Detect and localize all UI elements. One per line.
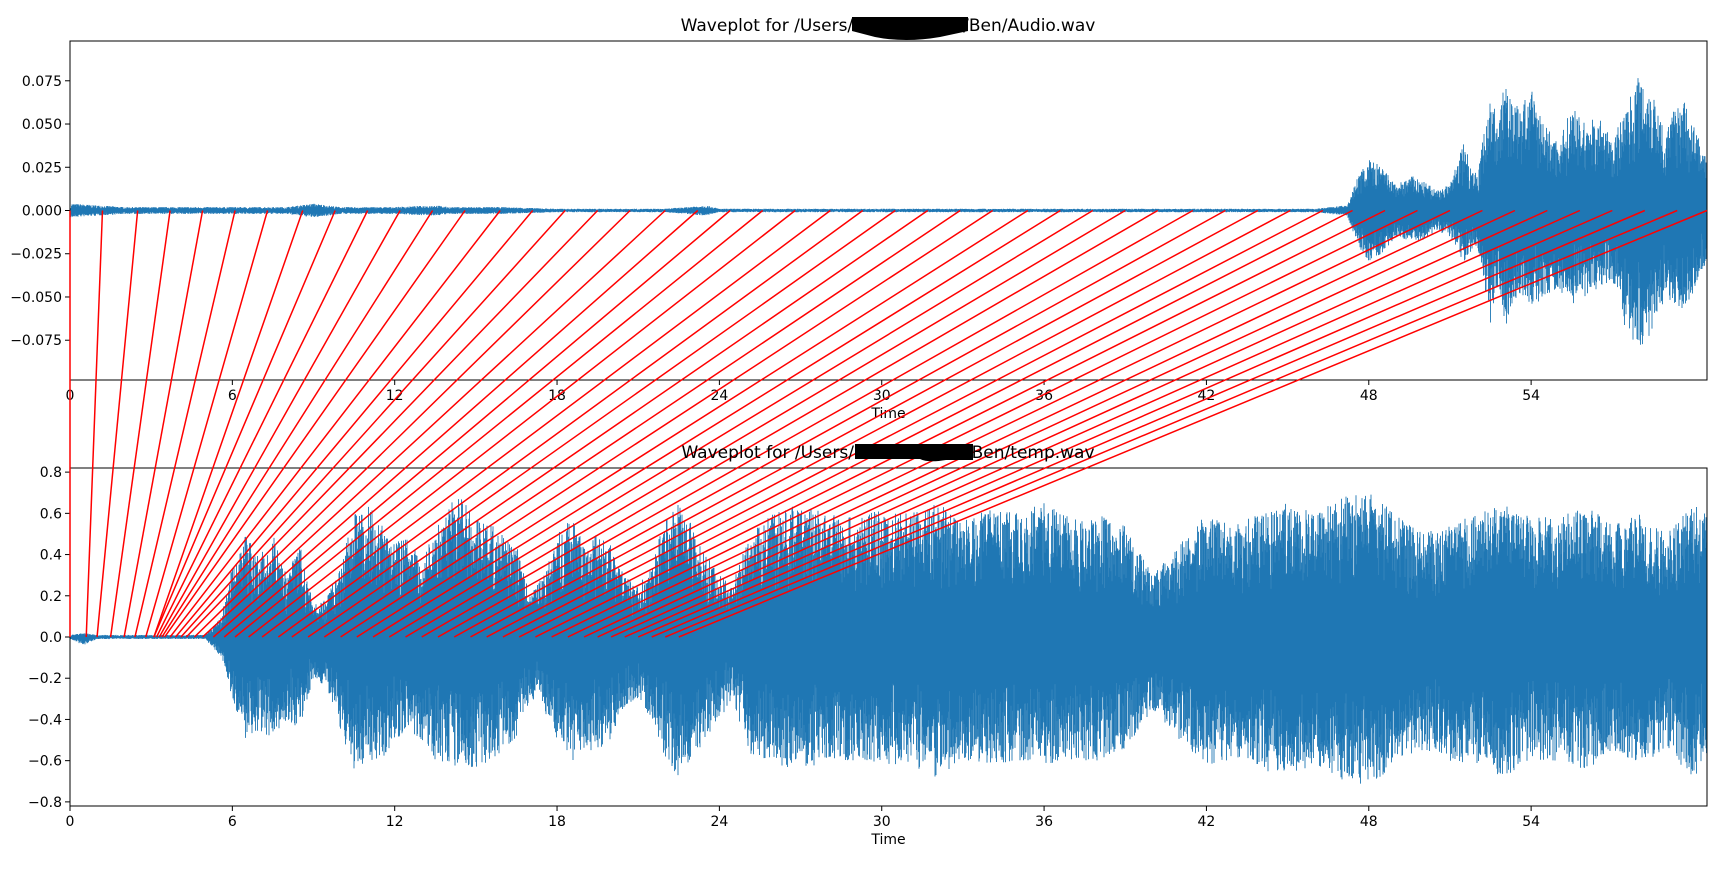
x-tick-label: 30 (873, 388, 891, 404)
alignment-line (109, 210, 171, 638)
alignment-line (323, 209, 961, 638)
alignment-lines (69, 209, 1708, 638)
alignment-line (202, 209, 666, 638)
alignment-line (388, 209, 1094, 638)
alignment-line (212, 209, 699, 638)
alignment-line (453, 209, 1226, 638)
alignment-line (535, 209, 1386, 638)
alignment-line (223, 209, 731, 638)
x-tick-label: 48 (1360, 814, 1378, 830)
alignment-line (164, 210, 466, 638)
alignment-line (421, 209, 1159, 638)
x-tick-label: 12 (386, 814, 404, 830)
alignment-line (145, 210, 269, 638)
bottom-x-axis-label: Time (870, 832, 905, 848)
y-tick-label: 0.6 (40, 506, 62, 522)
x-tick-label: 48 (1360, 388, 1378, 404)
bottom-waveplot-panel: 0 6 12 18 24 30 36 42 48 54 0.8 0.6 0.4 0.2 0.0 −0.2 −0.… (28, 465, 1708, 848)
y-tick-label: −0.6 (28, 754, 62, 770)
alignment-line (437, 209, 1194, 638)
x-tick-label: 42 (1198, 814, 1216, 830)
y-tick-label: 0.025 (22, 160, 62, 176)
alignment-line (597, 209, 1516, 638)
bottom-axis-ticks: 0 6 12 18 24 30 36 42 48 54 0.8 0.6 0.4 0.2 0.0 −0.2 −0.… (28, 465, 1540, 830)
y-tick-label: 0.050 (22, 117, 62, 133)
alignment-line (405, 209, 1126, 638)
alignment-line (158, 210, 401, 638)
alignment-line (678, 209, 1708, 638)
alignment-line (174, 210, 534, 638)
alignment-line (161, 210, 434, 638)
y-tick-label: −0.075 (10, 333, 62, 349)
alignment-line (372, 209, 1061, 638)
alignment-line (96, 210, 139, 638)
alignment-line (185, 209, 599, 638)
alignment-line (624, 209, 1581, 638)
bottom-title-redaction (855, 444, 973, 462)
alignment-line (261, 209, 831, 638)
y-tick-label: −0.8 (28, 795, 62, 811)
x-tick-label: 54 (1522, 814, 1540, 830)
alignment-line (664, 209, 1678, 638)
y-tick-label: 0.2 (40, 589, 62, 605)
alignment-line (85, 210, 104, 638)
y-tick-label: 0.0 (40, 630, 62, 646)
alignment-line (356, 209, 1029, 638)
alignment-line (180, 209, 566, 638)
alignment-line (277, 209, 864, 638)
alignment-line (153, 210, 336, 638)
y-tick-label: 0.075 (22, 74, 62, 90)
alignment-line (248, 209, 796, 638)
y-tick-label: −0.025 (10, 247, 62, 263)
alignment-line (518, 209, 1353, 638)
y-tick-label: −0.050 (10, 290, 62, 306)
alignment-line (169, 210, 501, 638)
y-tick-label: 0.000 (22, 204, 62, 220)
alignment-line (153, 210, 304, 638)
top-panel-title: Waveplot for /Users//Ben/Audio.wav (681, 16, 1096, 36)
y-tick-label: 0.8 (40, 465, 62, 481)
alignment-line (340, 209, 994, 638)
x-tick-label: 6 (228, 814, 237, 830)
alignment-line (155, 210, 369, 638)
alignment-line (234, 209, 764, 638)
alignment-line (567, 209, 1451, 638)
waveform-series (70, 78, 1707, 345)
x-tick-label: 18 (548, 814, 566, 830)
waveform-series (70, 494, 1707, 784)
y-tick-label: −0.4 (28, 712, 62, 728)
top-waveform (70, 78, 1707, 345)
x-tick-label: 24 (710, 814, 728, 830)
alignment-line (637, 209, 1613, 638)
alignment-line (291, 209, 896, 638)
x-tick-label: 24 (710, 388, 728, 404)
y-tick-label: −0.2 (28, 671, 62, 687)
top-title-redaction (852, 17, 968, 40)
x-tick-label: 54 (1522, 388, 1540, 404)
x-tick-label: 36 (1035, 388, 1053, 404)
alignment-line (610, 209, 1548, 638)
alignment-line (583, 209, 1483, 638)
alignment-line (486, 209, 1291, 638)
x-tick-label: 6 (228, 388, 237, 404)
alignment-line (307, 209, 929, 638)
alignment-line (134, 210, 236, 638)
alignment-line (551, 209, 1418, 638)
top-waveplot-panel: Waveplot for /Users//Ben/Audio.wav 06121… (10, 16, 1708, 422)
x-tick-label: 0 (66, 814, 75, 830)
bottom-panel-title: Waveplot for /Users//Ben/temp.wav (681, 443, 1094, 463)
alignment-line (123, 210, 204, 638)
y-tick-label: 0.4 (40, 548, 62, 564)
x-tick-label: 30 (873, 814, 891, 830)
alignment-line (651, 209, 1646, 638)
top-x-axis-label: Time (870, 406, 905, 422)
alignment-line (502, 209, 1324, 638)
bottom-waveform (70, 494, 1707, 784)
alignment-line (193, 209, 631, 638)
x-tick-label: 12 (386, 388, 404, 404)
x-tick-label: 36 (1035, 814, 1053, 830)
alignment-line (470, 209, 1259, 638)
